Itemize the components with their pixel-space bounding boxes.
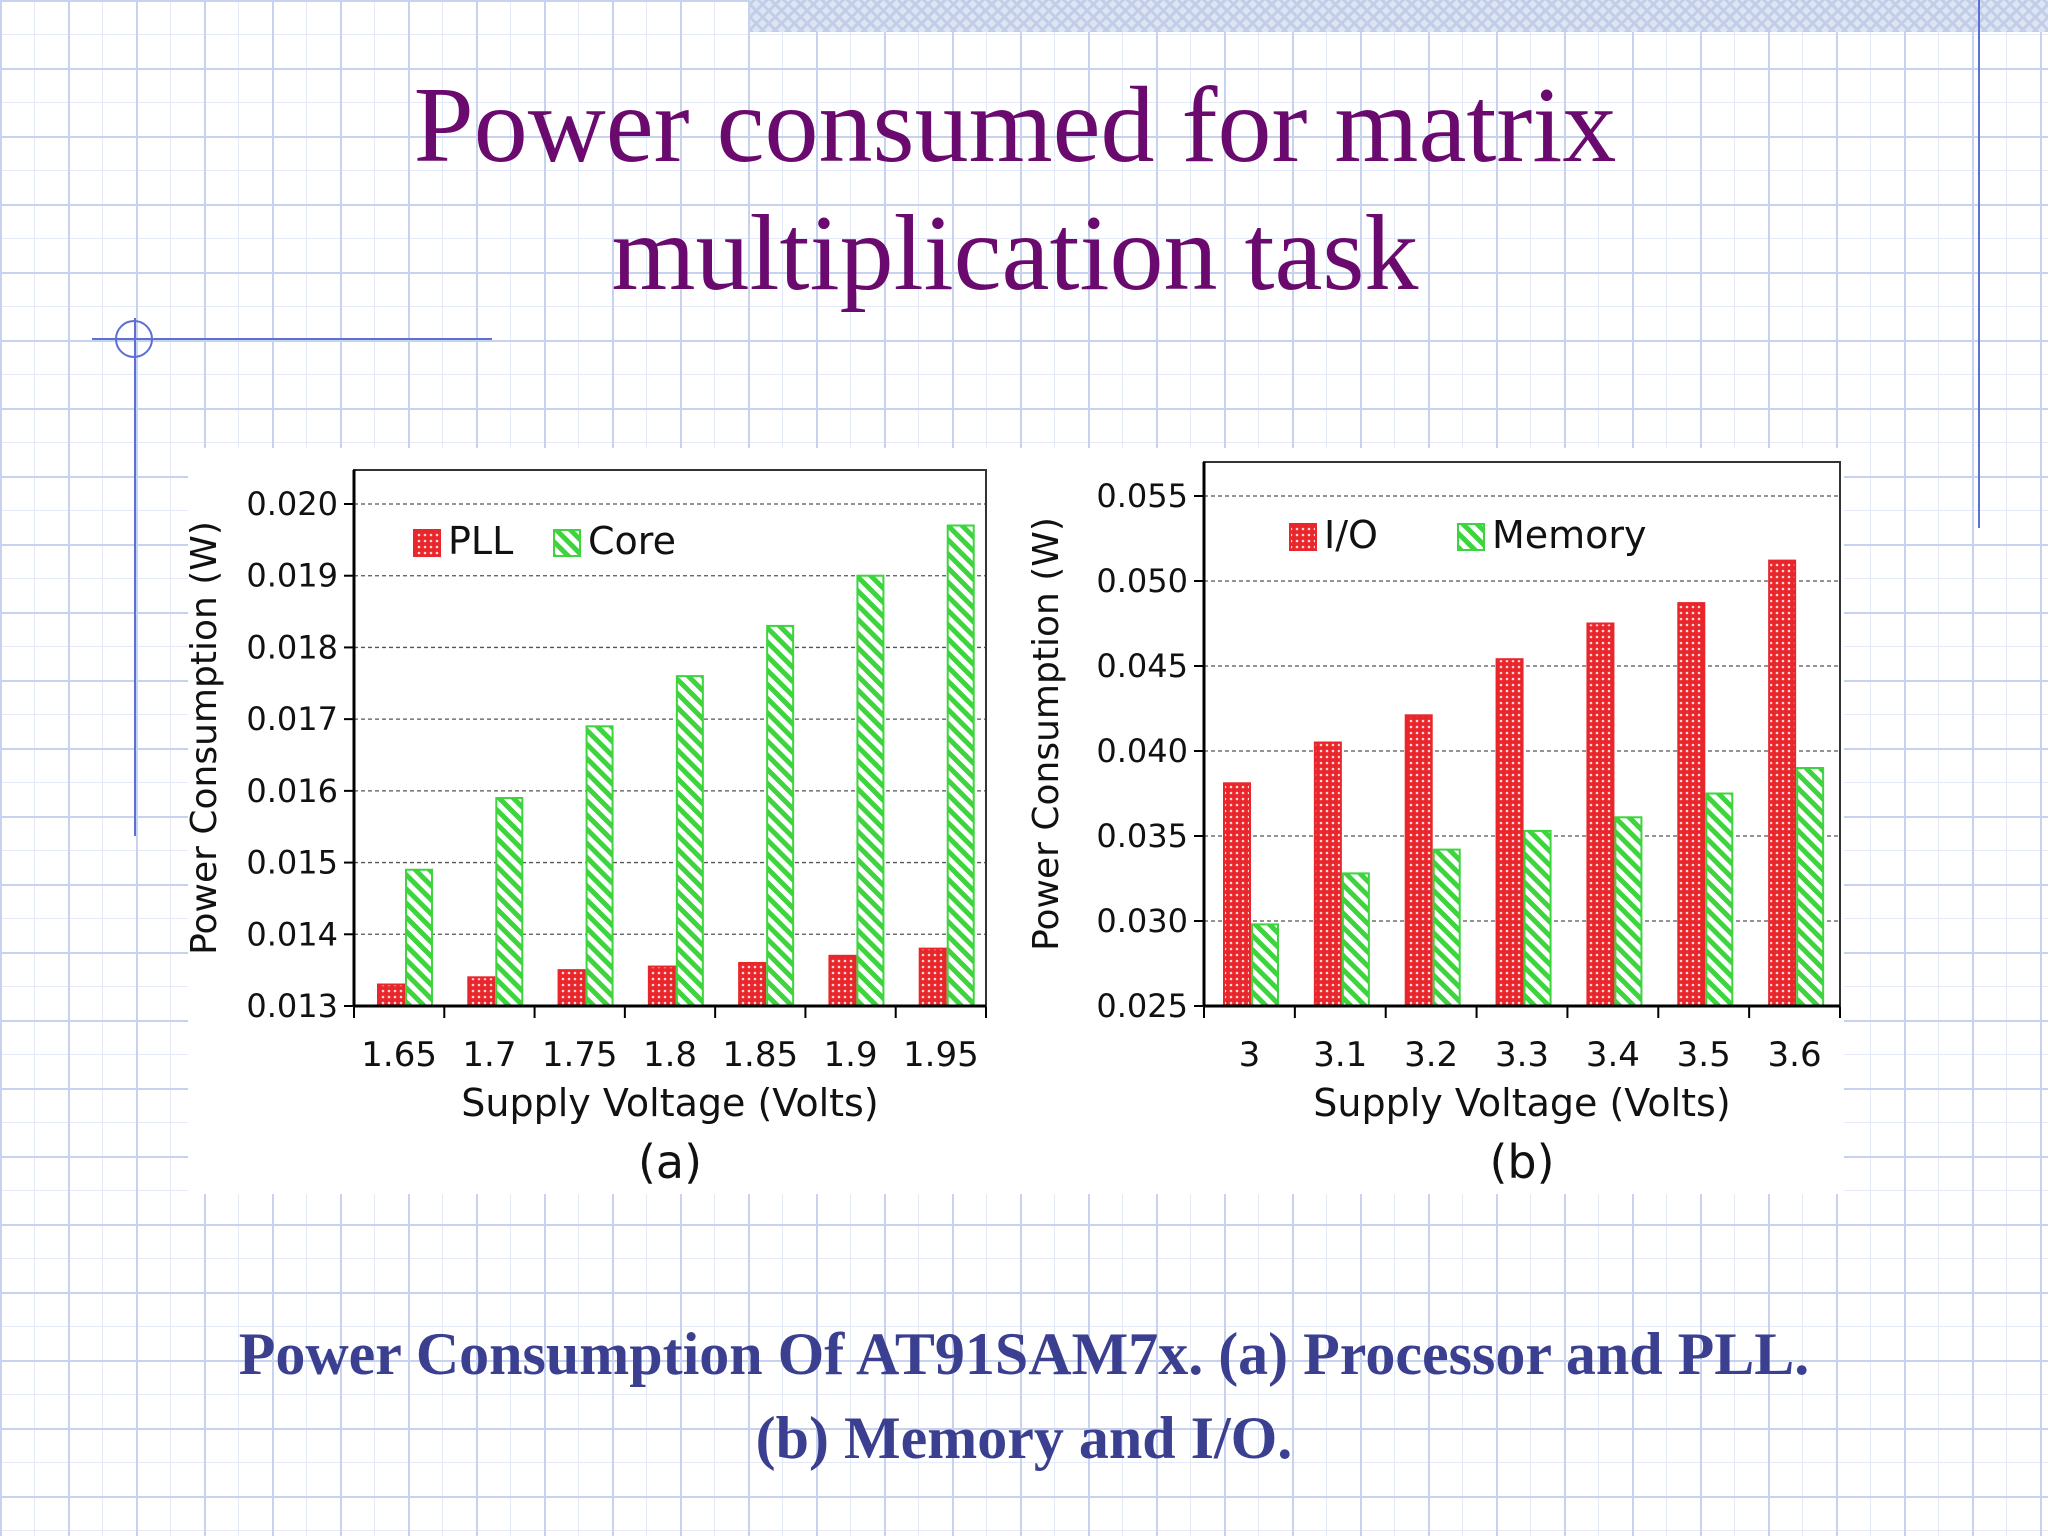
y-tick-label: 0.025 bbox=[1096, 987, 1188, 1025]
x-tick-label: 1.7 bbox=[462, 1035, 516, 1075]
y-axis-title: Power Consumption (W) bbox=[1030, 517, 1067, 951]
legend-swatch-io bbox=[1289, 523, 1317, 551]
legend-label-io: I/O bbox=[1324, 513, 1378, 557]
y-tick-label: 0.018 bbox=[246, 628, 338, 666]
decorative-circle bbox=[115, 320, 153, 358]
y-tick-label: 0.050 bbox=[1096, 562, 1188, 600]
x-tick-label: 3.4 bbox=[1586, 1035, 1640, 1075]
legend-swatch-memory bbox=[1457, 523, 1485, 551]
x-tick-label: 1.95 bbox=[903, 1035, 979, 1075]
bar-core-1.65 bbox=[405, 868, 433, 1007]
x-tick-label: 3.6 bbox=[1768, 1035, 1822, 1075]
x-tick-label: 1.9 bbox=[824, 1035, 878, 1075]
slide-title-line-2: multiplication task bbox=[611, 194, 1419, 313]
decorative-vertical-line-right bbox=[1978, 0, 1980, 528]
bar-io-3.2 bbox=[1404, 714, 1433, 1007]
bar-io-3.6 bbox=[1768, 559, 1797, 1007]
y-tick-label: 0.030 bbox=[1096, 902, 1188, 940]
bar-core-1.8 bbox=[675, 675, 704, 1007]
chart-a-processor-pll: 0.013 0.014 0.015 0.016 0.017 0.018 0.019 0.020… bbox=[188, 469, 987, 1189]
x-tick-label: 1.8 bbox=[643, 1035, 697, 1075]
legend-label-memory: Memory bbox=[1492, 513, 1647, 557]
x-tick-label: 3 bbox=[1239, 1035, 1261, 1075]
bar-pll-1.85 bbox=[738, 961, 767, 1008]
y-tick-label: 0.045 bbox=[1096, 647, 1188, 685]
y-tick-label: 0.035 bbox=[1096, 817, 1188, 855]
y-tick-label: 0.020 bbox=[246, 485, 338, 523]
bar-pll-1.8 bbox=[647, 965, 676, 1007]
caption-line-1: Power Consumption Of AT91SAM7x. (a) Proc… bbox=[238, 1321, 1810, 1387]
legend-label-pll: PLL bbox=[448, 519, 513, 563]
y-tick-label: 0.015 bbox=[246, 844, 338, 882]
y-tick-label: 0.017 bbox=[246, 700, 338, 738]
bar-memory-3.4 bbox=[1614, 816, 1643, 1007]
bar-io-3.5 bbox=[1677, 602, 1706, 1007]
bar-pll-1.9 bbox=[828, 954, 857, 1007]
legend-swatch-pll bbox=[413, 529, 441, 557]
bar-memory-3.5 bbox=[1705, 792, 1734, 1007]
slide-title-line-1: Power consumed for matrix bbox=[413, 66, 1617, 185]
decorative-horizontal-line bbox=[92, 338, 492, 340]
y-tick-label: 0.013 bbox=[246, 987, 338, 1025]
x-tick-label: 1.65 bbox=[361, 1035, 437, 1075]
bar-memory-3.6 bbox=[1796, 767, 1825, 1007]
legend-label-core: Core bbox=[588, 519, 676, 563]
panel-label: (a) bbox=[638, 1135, 702, 1189]
decorative-vertical-line-left bbox=[134, 318, 136, 836]
bar-pll-1.65 bbox=[377, 983, 405, 1008]
bar-memory-3.1 bbox=[1341, 872, 1370, 1007]
bar-core-1.75 bbox=[585, 725, 614, 1007]
y-tick-label: 0.014 bbox=[246, 915, 338, 953]
y-tick-label: 0.016 bbox=[246, 772, 338, 810]
y-tick-label: 0.040 bbox=[1096, 732, 1188, 770]
bar-core-1.85 bbox=[766, 624, 795, 1008]
figure-panel bbox=[188, 448, 1844, 1194]
bar-io-3.4 bbox=[1586, 622, 1615, 1007]
y-axis-title: Power Consumption (W) bbox=[188, 521, 225, 955]
x-tick-label: 3.3 bbox=[1495, 1035, 1549, 1075]
bar-pll-1.75 bbox=[557, 969, 586, 1008]
panel-label: (b) bbox=[1489, 1135, 1554, 1189]
bar-core-1.95 bbox=[946, 524, 975, 1007]
bar-core-1.9 bbox=[856, 574, 885, 1007]
x-tick-label: 1.85 bbox=[722, 1035, 798, 1075]
x-tick-label: 1.75 bbox=[542, 1035, 618, 1075]
y-tick-label: 0.055 bbox=[1096, 477, 1188, 515]
chart-b-memory-io: 0.025 0.030 0.035 0.040 0.045 0.050 0.055 3 3.1 3… bbox=[1030, 461, 1841, 1189]
x-axis-title: Supply Voltage (Volts) bbox=[1313, 1081, 1730, 1125]
bar-pll-1.95 bbox=[918, 947, 947, 1007]
x-tick-label: 3.2 bbox=[1404, 1035, 1458, 1075]
bar-io-3.1 bbox=[1313, 741, 1342, 1007]
x-tick-label: 3.1 bbox=[1313, 1035, 1367, 1075]
legend-swatch-core bbox=[553, 529, 581, 557]
y-tick-label: 0.019 bbox=[246, 557, 338, 595]
x-tick-label: 3.5 bbox=[1677, 1035, 1731, 1075]
bar-pll-1.7 bbox=[467, 976, 496, 1007]
bar-memory-3 bbox=[1251, 923, 1279, 1007]
bar-memory-3.2 bbox=[1432, 848, 1461, 1007]
decorative-top-band bbox=[750, 0, 2048, 32]
bar-core-1.7 bbox=[495, 797, 524, 1007]
caption-line-2: (b) Memory and I/O. bbox=[755, 1405, 1293, 1471]
figure-caption: Power Consumption Of AT91SAM7x. (a) Proc… bbox=[0, 1312, 2048, 1480]
bar-io-3.3 bbox=[1495, 658, 1524, 1007]
slide-title: Power consumed for matrix multiplication… bbox=[0, 62, 2030, 318]
bar-io-3 bbox=[1223, 782, 1251, 1007]
bar-memory-3.3 bbox=[1523, 829, 1552, 1007]
x-axis-title: Supply Voltage (Volts) bbox=[461, 1081, 878, 1125]
